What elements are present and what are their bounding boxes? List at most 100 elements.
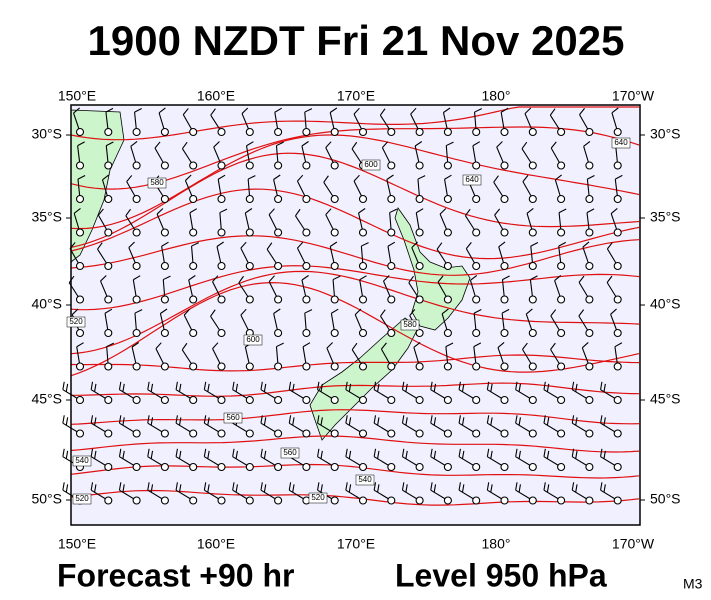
station	[274, 395, 283, 405]
wind-barb	[118, 381, 141, 405]
wind-barb	[175, 482, 198, 505]
contour-label-box	[223, 412, 243, 424]
barb-flag	[191, 242, 199, 247]
barb-flag	[474, 108, 483, 113]
barb-flag	[377, 383, 380, 392]
wind-barb	[128, 241, 141, 271]
barb-flag	[178, 417, 182, 426]
wind-barb	[158, 107, 169, 137]
contour-label: 520	[69, 317, 83, 326]
wind-barb	[90, 415, 113, 438]
lon-label: 160°E	[197, 536, 235, 552]
wind-barb	[528, 241, 539, 271]
station	[189, 161, 198, 170]
wind-barb	[443, 342, 454, 371]
wind-barb	[443, 141, 454, 170]
barb-flag	[102, 174, 110, 181]
barb-flag	[522, 342, 528, 350]
barb-flag	[65, 417, 69, 426]
barb-flag	[260, 482, 263, 491]
barb-flag	[161, 241, 169, 247]
station	[132, 462, 141, 472]
barb-flag	[175, 415, 178, 424]
barb-flag	[405, 417, 408, 426]
barb-flag	[411, 241, 418, 248]
wind-barb	[104, 107, 114, 137]
barb-flag	[203, 448, 207, 457]
wind-barb	[302, 342, 311, 371]
wind-barb	[240, 241, 254, 271]
barb-flag	[490, 417, 493, 426]
station	[500, 462, 509, 472]
wind-barb	[600, 415, 622, 438]
barb-flag	[377, 450, 380, 459]
station	[160, 127, 169, 137]
wind-barb	[387, 208, 398, 237]
barb-flag	[358, 208, 366, 214]
barb-flag	[445, 342, 454, 348]
lon-label: 170°E	[337, 88, 375, 104]
wind-barb	[472, 308, 482, 338]
barb-flag	[345, 482, 348, 491]
barb-flag	[292, 417, 295, 426]
contour-label: 540	[75, 456, 89, 465]
wind-barb	[439, 208, 452, 237]
barb-flag	[118, 482, 122, 491]
station	[500, 261, 509, 271]
contour-label-box	[66, 316, 86, 328]
station	[302, 194, 311, 204]
station	[358, 462, 368, 472]
wind-barb	[543, 482, 566, 505]
wind-barb	[430, 381, 452, 405]
lon-label: 180°	[482, 88, 511, 104]
station	[387, 496, 396, 505]
station	[387, 362, 396, 371]
wind-barb	[104, 141, 114, 170]
station	[75, 362, 85, 371]
station	[557, 462, 566, 472]
barb-flag	[439, 208, 447, 215]
barb-flag	[496, 141, 503, 148]
station	[557, 362, 566, 371]
barb-flag	[332, 275, 341, 281]
station	[104, 328, 113, 338]
barb-flag	[430, 482, 433, 491]
barb-flag	[232, 448, 235, 457]
barb-flag	[530, 275, 538, 281]
wind-barb	[317, 381, 339, 405]
wind-barb	[155, 342, 169, 371]
barb-flag	[433, 417, 437, 426]
wind-barb	[521, 141, 537, 170]
barb-flag	[62, 448, 65, 457]
barb-flag	[94, 383, 97, 392]
wind-barb	[132, 107, 142, 137]
wind-barb	[408, 275, 424, 304]
barb-flag	[134, 107, 142, 113]
wind-barb	[274, 342, 284, 371]
barb-flag	[263, 417, 267, 426]
station	[358, 228, 368, 237]
barb-flag	[133, 275, 141, 281]
wind-barb	[213, 141, 226, 170]
wind-barb	[118, 448, 141, 472]
barb-flag	[444, 174, 452, 180]
wind-barb	[232, 448, 254, 472]
station	[472, 395, 481, 405]
station	[330, 429, 339, 438]
station	[443, 161, 452, 170]
barb-flag	[147, 415, 150, 424]
barb-flag	[320, 383, 323, 392]
station	[415, 194, 424, 204]
station	[104, 395, 113, 405]
barb-flag	[409, 309, 416, 316]
contour-label-box	[361, 159, 381, 171]
station	[245, 194, 254, 204]
contour-line	[70, 106, 639, 141]
contour-label: 600	[246, 335, 260, 344]
barb-flag	[348, 383, 352, 392]
station	[132, 127, 141, 137]
barb-flag	[235, 383, 238, 392]
station	[585, 496, 594, 505]
station	[387, 194, 396, 204]
wind-barb	[373, 448, 396, 472]
